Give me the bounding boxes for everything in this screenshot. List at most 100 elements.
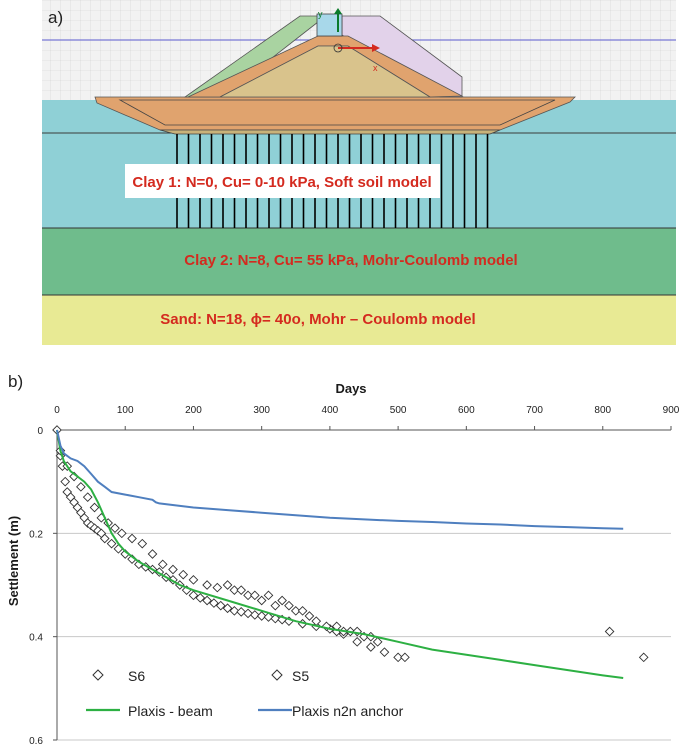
panel-a-label: a) <box>48 8 63 27</box>
legend-label: S6 <box>128 668 145 684</box>
point-s5 <box>137 538 148 549</box>
point-s6 <box>243 608 253 619</box>
point-s5 <box>270 600 281 611</box>
point-s6 <box>365 642 376 652</box>
clay-1-label-box <box>125 164 440 198</box>
point-s6 <box>60 476 71 487</box>
point-s5 <box>168 564 178 575</box>
point-s5 <box>263 590 274 601</box>
point-s5 <box>290 605 301 616</box>
point-s5 <box>212 582 223 593</box>
point-s6 <box>352 636 363 647</box>
point-s6 <box>250 610 260 620</box>
point-s5 <box>277 595 287 606</box>
point-s6 <box>236 607 247 617</box>
point-s6 <box>263 612 274 622</box>
point-s6 <box>195 593 206 603</box>
legend-marker-s6 <box>92 669 104 681</box>
embankment-base-inner <box>118 99 556 126</box>
point-s5 <box>222 580 233 590</box>
y-axis-arrowhead <box>334 8 342 14</box>
point-s6 <box>106 538 117 549</box>
point-s5 <box>243 590 253 601</box>
clay-2-layer <box>42 228 676 295</box>
clay-2-label: Clay 2: N=8, Cu= 55 kPa, Mohr-Coulomb mo… <box>184 252 517 269</box>
panel-b-settlement-chart: b) Days Settlement (m) 0 100 200 300 400 500 6… <box>6 372 680 745</box>
y-tick-label: 0.6 <box>29 736 43 745</box>
origin-marker <box>333 43 343 53</box>
point-s5 <box>76 481 86 492</box>
point-s5 <box>116 528 127 539</box>
legend-label: S5 <box>292 668 309 684</box>
legend-label: Plaxis n2n anchor <box>292 703 404 719</box>
point-s5 <box>127 533 137 544</box>
x-tick-label: 700 <box>526 405 543 416</box>
x-tick-label: 200 <box>185 405 202 416</box>
point-s5 <box>250 590 260 601</box>
point-s6 <box>209 598 219 608</box>
y-tick-label: 0 <box>37 426 43 437</box>
x-axis-marker: x <box>373 63 378 73</box>
point-s6 <box>99 533 110 544</box>
y-tick-label: 0.2 <box>29 529 43 540</box>
x-axis-arrowhead <box>372 44 380 52</box>
point-s5 <box>256 595 267 606</box>
line-plaxis-beam <box>56 429 624 679</box>
y-axis-marker: y <box>318 9 323 19</box>
clay-1-label: Clay 1: N=0, Cu= 0-10 kPa, Soft soil mod… <box>132 174 431 191</box>
point-s5 <box>638 652 649 663</box>
point-s5 <box>297 605 308 616</box>
point-s5 <box>311 616 322 627</box>
point-s5 <box>157 559 168 570</box>
y-axis-title: Settlement (m) <box>6 516 21 606</box>
x-tick-label: 900 <box>663 405 680 416</box>
point-s6 <box>202 595 212 606</box>
x-tick-label: 500 <box>390 405 407 416</box>
point-s5 <box>321 621 332 632</box>
panel-a-soil-profile: y x Clay 1: N=0, Cu= 0-10 kPa, Soft soil… <box>0 0 685 350</box>
y-tick-label: 0.4 <box>29 633 43 644</box>
point-s6 <box>400 652 410 663</box>
x-tick-label: 0 <box>54 405 60 416</box>
point-s5 <box>147 549 158 559</box>
point-s5 <box>82 492 93 503</box>
point-s5 <box>304 611 315 621</box>
point-s5 <box>229 585 240 596</box>
point-s6 <box>188 590 199 601</box>
x-axis-title: Days <box>335 381 366 396</box>
point-s5 <box>178 569 189 580</box>
point-s5 <box>236 585 247 596</box>
point-s6 <box>222 603 233 614</box>
point-s5 <box>89 502 100 513</box>
legend-marker-s5 <box>271 669 283 681</box>
legend: S6 S5 Plaxis - beam Plaxis n2n anchor <box>86 668 404 719</box>
crest-structure <box>316 13 343 37</box>
point-s5 <box>372 636 383 647</box>
x-tick-label: 300 <box>253 405 270 416</box>
x-tick-label: 600 <box>458 405 475 416</box>
series <box>52 425 649 679</box>
point-s5 <box>188 574 199 585</box>
x-tick-label: 400 <box>322 405 339 416</box>
point-s6 <box>140 562 151 572</box>
x-tick-labels: 0 100 200 300 400 500 600 700 800 900 <box>54 405 680 430</box>
line-plaxis-n2n-anchor <box>56 429 624 530</box>
point-s6 <box>229 605 240 616</box>
point-s6 <box>215 600 226 611</box>
point-s6 <box>256 611 267 621</box>
x-tick-label: 100 <box>117 405 134 416</box>
embankment-base-deep <box>159 129 501 135</box>
point-s5 <box>202 580 212 590</box>
point-s5 <box>604 626 615 637</box>
sand-label: Sand: N=18, ϕ= 40o, Mohr – Coulomb model <box>160 311 475 328</box>
axes <box>56 429 671 740</box>
point-s6 <box>379 647 390 658</box>
point-s5 <box>284 600 294 611</box>
point-s5 <box>110 523 120 534</box>
point-s6 <box>393 652 403 663</box>
panel-b-label: b) <box>8 372 23 391</box>
y-tick-labels: 0 0.2 0.4 0.6 <box>29 426 57 745</box>
embankment-core <box>219 45 432 98</box>
sand-layer <box>42 295 676 345</box>
